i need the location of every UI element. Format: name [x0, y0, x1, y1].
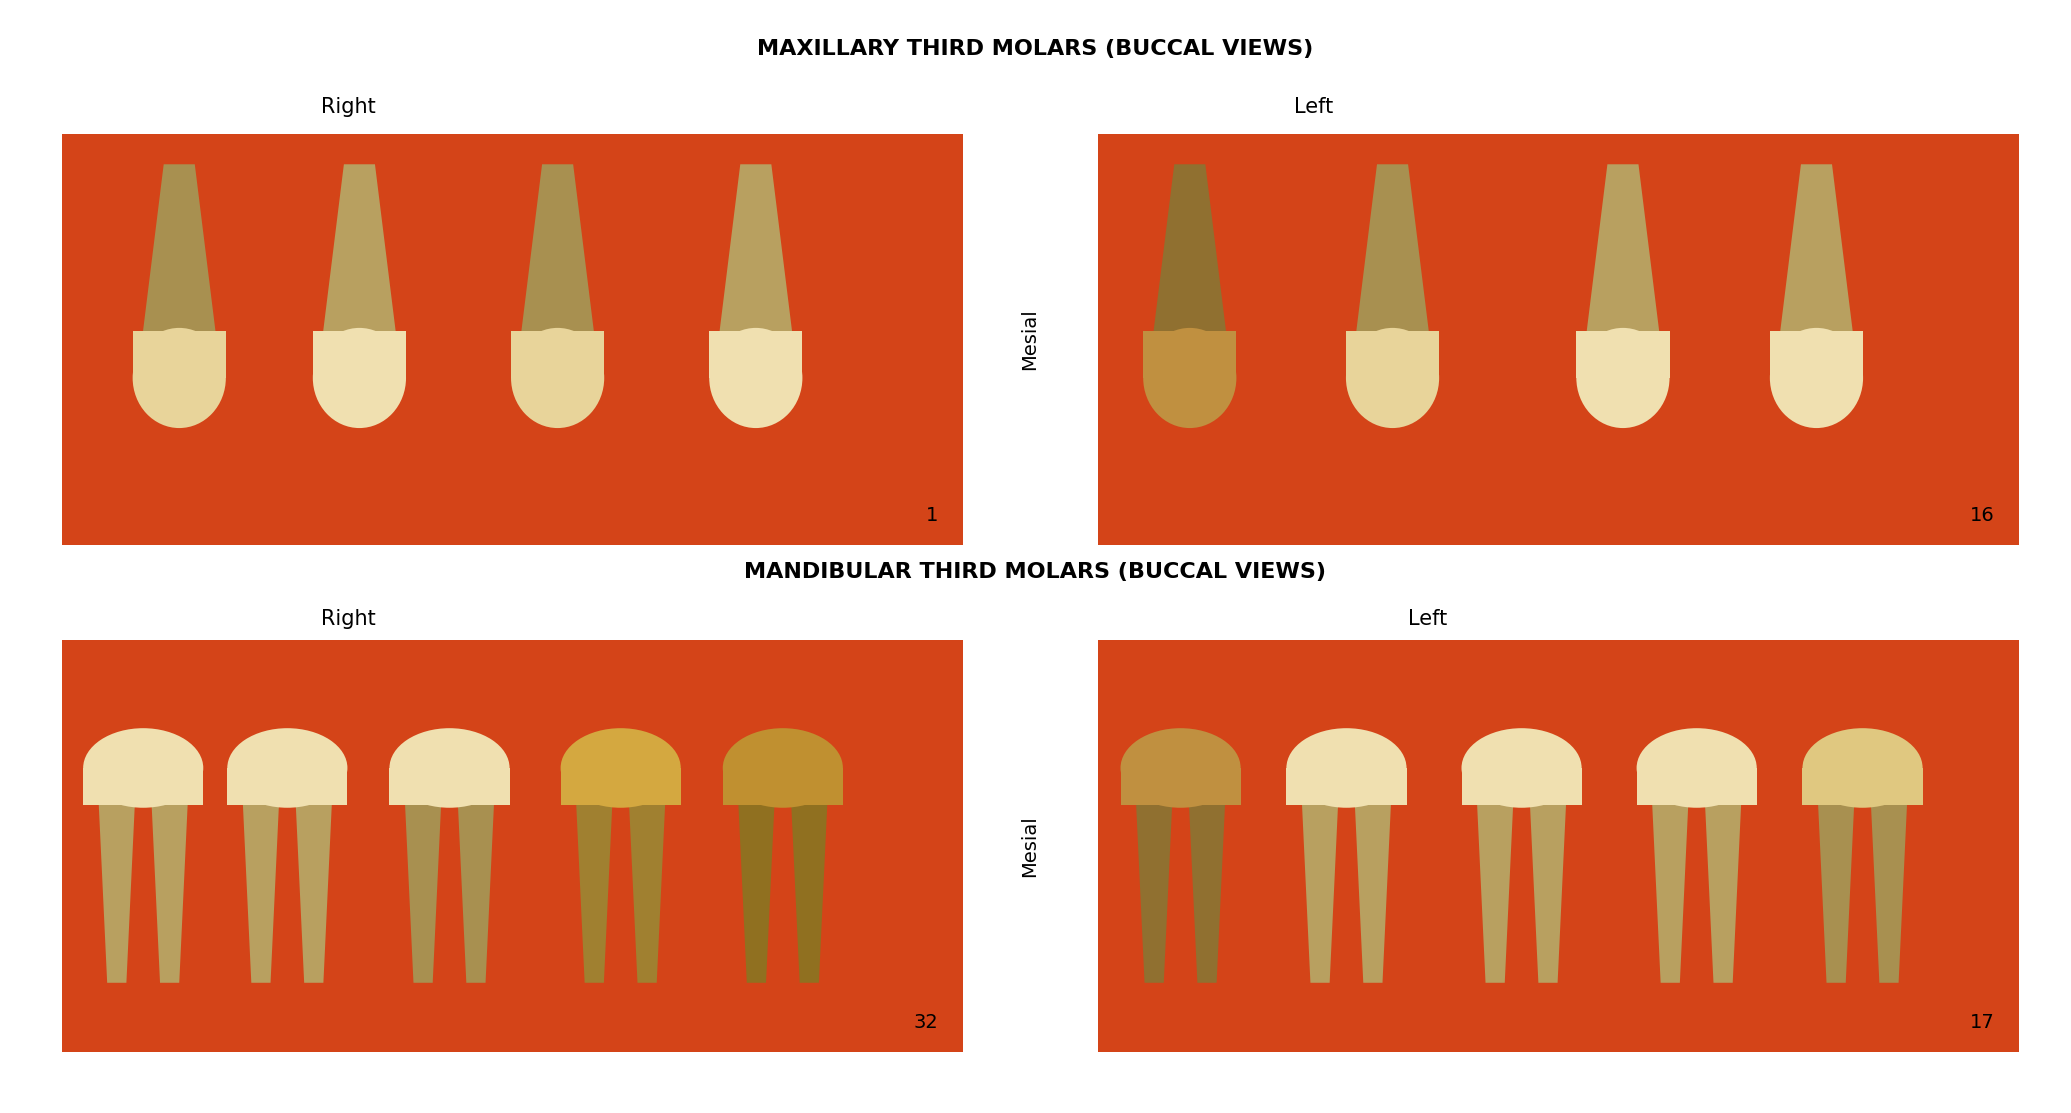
Text: Right: Right	[321, 609, 375, 629]
Polygon shape	[576, 805, 613, 983]
Ellipse shape	[83, 728, 203, 808]
Text: Left: Left	[1294, 97, 1334, 117]
Ellipse shape	[313, 328, 406, 429]
Bar	[708, 332, 801, 378]
Polygon shape	[791, 805, 826, 983]
Ellipse shape	[1802, 728, 1922, 808]
Ellipse shape	[1286, 728, 1406, 808]
Ellipse shape	[1576, 328, 1669, 429]
Polygon shape	[1303, 805, 1338, 983]
Polygon shape	[151, 805, 188, 983]
Bar	[561, 768, 681, 805]
Text: Mesial: Mesial	[1019, 308, 1040, 371]
Polygon shape	[1189, 805, 1226, 983]
Bar	[62, 134, 963, 545]
Bar	[228, 768, 348, 805]
Polygon shape	[1354, 805, 1392, 983]
Bar	[313, 332, 406, 378]
Ellipse shape	[561, 728, 681, 808]
Polygon shape	[296, 805, 331, 983]
Text: 17: 17	[1970, 1013, 1994, 1032]
Ellipse shape	[512, 328, 605, 429]
Ellipse shape	[389, 728, 509, 808]
Ellipse shape	[1771, 328, 1864, 429]
Bar	[1143, 332, 1236, 378]
Polygon shape	[1137, 805, 1172, 983]
Polygon shape	[323, 165, 396, 332]
Bar	[62, 640, 963, 1052]
Bar	[1346, 332, 1439, 378]
Polygon shape	[1870, 805, 1907, 983]
Bar	[512, 332, 605, 378]
Polygon shape	[1704, 805, 1742, 983]
Text: MAXILLARY THIRD MOLARS (BUCCAL VIEWS): MAXILLARY THIRD MOLARS (BUCCAL VIEWS)	[758, 39, 1313, 59]
Bar	[969, 134, 1089, 545]
Bar	[1576, 332, 1669, 378]
Ellipse shape	[1462, 728, 1582, 808]
Bar	[1636, 768, 1756, 805]
Polygon shape	[458, 805, 495, 983]
Polygon shape	[1530, 805, 1566, 983]
Bar	[1098, 134, 2019, 545]
Text: Mesial: Mesial	[1019, 815, 1040, 877]
Polygon shape	[143, 165, 215, 332]
Ellipse shape	[228, 728, 348, 808]
Polygon shape	[1357, 165, 1429, 332]
Bar	[723, 768, 843, 805]
Bar	[389, 768, 509, 805]
Text: 16: 16	[1970, 506, 1994, 525]
Bar	[133, 332, 226, 378]
Bar	[1771, 332, 1864, 378]
Polygon shape	[1154, 165, 1226, 332]
Polygon shape	[242, 805, 280, 983]
Ellipse shape	[723, 728, 843, 808]
Ellipse shape	[133, 328, 226, 429]
Bar	[1462, 768, 1582, 805]
Polygon shape	[1477, 805, 1514, 983]
Polygon shape	[1586, 165, 1659, 332]
Ellipse shape	[1143, 328, 1236, 429]
Text: 32: 32	[913, 1013, 938, 1032]
Polygon shape	[522, 165, 594, 332]
Polygon shape	[719, 165, 791, 332]
Text: 1: 1	[926, 506, 938, 525]
Polygon shape	[1653, 805, 1688, 983]
Polygon shape	[630, 805, 665, 983]
Bar	[1802, 768, 1922, 805]
Polygon shape	[99, 805, 135, 983]
Text: MANDIBULAR THIRD MOLARS (BUCCAL VIEWS): MANDIBULAR THIRD MOLARS (BUCCAL VIEWS)	[743, 562, 1328, 582]
Bar	[1098, 640, 2019, 1052]
Ellipse shape	[1120, 728, 1241, 808]
Polygon shape	[1781, 165, 1854, 332]
Text: Left: Left	[1408, 609, 1448, 629]
Polygon shape	[739, 805, 775, 983]
Text: Right: Right	[321, 97, 375, 117]
Bar	[1286, 768, 1406, 805]
Ellipse shape	[1346, 328, 1439, 429]
Bar	[969, 640, 1089, 1052]
Bar	[83, 768, 203, 805]
Polygon shape	[406, 805, 441, 983]
Ellipse shape	[708, 328, 801, 429]
Ellipse shape	[1636, 728, 1756, 808]
Polygon shape	[1818, 805, 1854, 983]
Bar	[1120, 768, 1241, 805]
